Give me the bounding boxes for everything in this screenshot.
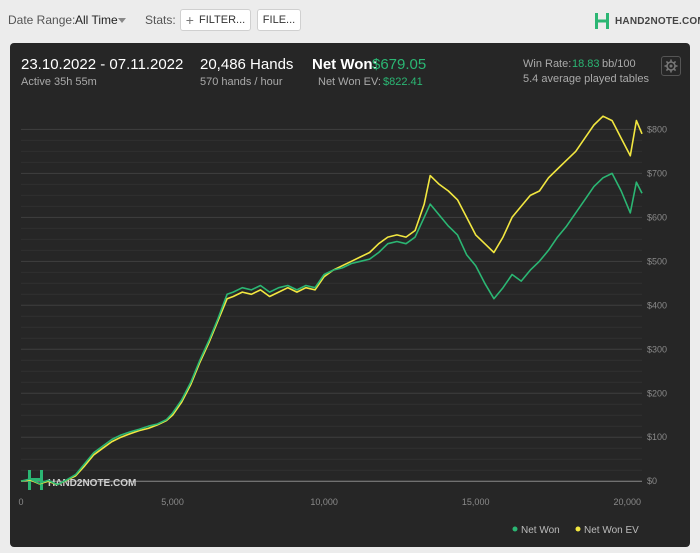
file-button-label: FILE... (262, 14, 296, 26)
legend-net-won-marker (512, 526, 518, 532)
graph-panel: 23.10.2022 - 07.11.2022 Active 35h 55m 2… (10, 43, 690, 547)
chevron-down-icon[interactable] (118, 18, 126, 23)
net-won-line (20, 172, 643, 486)
date-range-label: Date Range: (8, 13, 76, 27)
legend: Net Won Net Won EV (512, 525, 639, 536)
x-axis-ticks: 0 5,000 10,000 15,000 20,000 (18, 497, 641, 507)
x-tick-label: 5,000 (161, 497, 184, 507)
win-rate-unit: bb/100 (602, 58, 636, 70)
legend-net-won-ev-marker (575, 526, 581, 532)
average-tables: 5.4 average played tables (523, 73, 649, 85)
hands-per-hour: 570 hands / hour (200, 76, 283, 88)
date-range-select[interactable]: All Time (75, 13, 118, 27)
y-tick-label: $600 (647, 212, 667, 222)
net-won-value: $679.05 (372, 56, 427, 73)
watermark-text: HAND2NOTE.COM (48, 478, 136, 489)
y-tick-label: $0 (647, 476, 657, 486)
y-tick-label: $700 (647, 168, 667, 178)
hands-count: 20,486 Hands (200, 56, 294, 73)
x-tick-label: 15,000 (462, 497, 490, 507)
x-tick-label: 0 (18, 497, 23, 507)
grid (21, 128, 642, 482)
y-tick-label: $800 (647, 124, 667, 134)
toolbar: Date Range: All Time Stats: + FILTER... … (0, 0, 700, 42)
stats-label: Stats: (145, 13, 176, 27)
net-won-ev-value: $822.41 (383, 76, 423, 88)
x-tick-label: 20,000 (614, 497, 642, 507)
win-rate-label: Win Rate: (523, 58, 572, 70)
file-button[interactable]: FILE... (257, 9, 301, 31)
net-won-ev-line (20, 115, 643, 486)
series (20, 115, 643, 486)
watermark: HAND2NOTE.COM (28, 470, 136, 490)
legend-net-won-label: Net Won (521, 525, 560, 536)
hand2note-logo: HAND2NOTE.COM (594, 11, 700, 31)
legend-net-won-ev-label: Net Won EV (584, 525, 639, 536)
x-tick-label: 10,000 (310, 497, 338, 507)
logo-text: HAND2NOTE.COM (615, 15, 700, 27)
y-tick-label: $100 (647, 432, 667, 442)
filter-button-label: FILTER... (198, 14, 246, 26)
win-rate-value: 18.83 (572, 58, 600, 70)
settings-button[interactable] (661, 56, 681, 76)
logo-icon (595, 13, 609, 29)
filter-button[interactable]: + FILTER... (180, 9, 251, 31)
date-range-title: 23.10.2022 - 07.11.2022 (21, 56, 184, 73)
active-time: Active 35h 55m (21, 76, 97, 88)
profit-graph: $0 $100 $200 $300 $400 $500 $600 $700 $800 0 5,00… (18, 115, 667, 536)
y-tick-label: $200 (647, 388, 667, 398)
net-won-ev-label: Net Won EV: (318, 76, 381, 88)
y-axis-ticks: $0 $100 $200 $300 $400 $500 $600 $700 $800 (647, 124, 667, 486)
net-won-label: Net Won: (312, 56, 378, 73)
y-tick-label: $500 (647, 256, 667, 266)
plus-icon: + (185, 12, 194, 28)
gear-icon (664, 59, 678, 73)
y-tick-label: $400 (647, 300, 667, 310)
y-tick-label: $300 (647, 344, 667, 354)
